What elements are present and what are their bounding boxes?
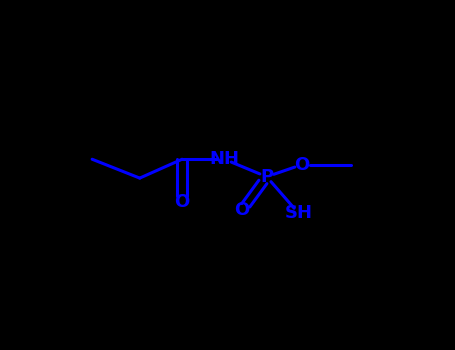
Text: P: P	[260, 168, 273, 186]
Text: O: O	[294, 156, 309, 174]
Text: O: O	[234, 202, 250, 219]
Text: SH: SH	[284, 204, 313, 222]
Text: O: O	[174, 193, 190, 211]
Text: NH: NH	[209, 150, 239, 168]
